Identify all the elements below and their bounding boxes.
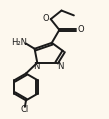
Text: Cl: Cl — [21, 105, 29, 114]
Text: O: O — [77, 25, 84, 34]
Text: N: N — [33, 62, 40, 71]
Text: H₂N: H₂N — [12, 38, 28, 47]
Text: O: O — [42, 14, 49, 23]
Text: N: N — [57, 62, 63, 71]
